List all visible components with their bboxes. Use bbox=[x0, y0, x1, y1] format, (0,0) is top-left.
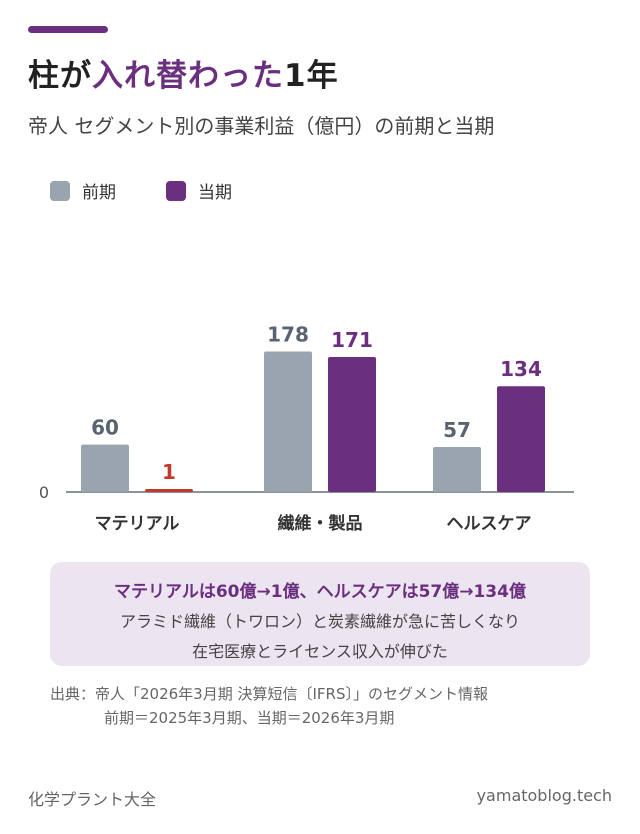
title-suffix: 1年 bbox=[284, 58, 339, 94]
bar-current bbox=[145, 489, 193, 492]
bar-current bbox=[497, 386, 545, 492]
callout-headline: マテリアルは60億→1億、ヘルスケアは57億→134億 bbox=[114, 582, 526, 602]
page-title: 柱が入れ替わった1年 bbox=[28, 50, 339, 95]
x-tick-label: ヘルスケア bbox=[447, 514, 532, 534]
page-subtitle: 帝人 セグメント別の事業利益（億円）の前期と当期 bbox=[28, 114, 495, 138]
bar-previous bbox=[81, 444, 129, 492]
callout-line-1: アラミド繊維（トワロン）と炭素繊維が急に苦しくなり bbox=[119, 612, 520, 631]
title-highlight: 入れ替わった bbox=[92, 58, 284, 94]
source-line-2: 前期＝2025年3月期、当期＝2026年3月期 bbox=[104, 709, 395, 727]
source-note: 出典：帝人「2026年3月期 決算短信〔IFRS〕」のセグメント情報 前期＝20… bbox=[50, 682, 488, 730]
legend-label-previous: 前期 bbox=[82, 183, 116, 203]
legend-item-previous: 前期 bbox=[50, 178, 116, 203]
bar-previous bbox=[264, 351, 312, 492]
data-label-previous: 60 bbox=[91, 416, 119, 440]
x-tick-label: マテリアル bbox=[95, 514, 180, 534]
x-tick-label: 繊維・製品 bbox=[278, 513, 363, 534]
bar-current bbox=[328, 357, 376, 492]
accent-bar bbox=[28, 26, 108, 33]
callout-box: マテリアルは60億→1億、ヘルスケアは57億→134億 アラミド繊維（トワロン）… bbox=[50, 562, 590, 666]
bar-previous bbox=[433, 447, 481, 492]
legend-swatch-current bbox=[166, 180, 186, 201]
footer-brand: 化学プラント大全 bbox=[28, 790, 157, 809]
source-line-1: 出典：帝人「2026年3月期 決算短信〔IFRS〕」のセグメント情報 bbox=[50, 685, 488, 703]
data-label-current: 1 bbox=[162, 460, 176, 484]
callout-line-2: 在宅医療とライセンス収入が伸びた bbox=[192, 642, 448, 661]
y-tick-label: 0 bbox=[39, 483, 49, 502]
data-label-current: 134 bbox=[500, 357, 542, 381]
title-prefix: 柱が bbox=[28, 58, 92, 94]
bar-chart: 0 60 1 マテリアル 178 171 繊維・製品 57 134 ヘルスケア bbox=[39, 322, 574, 534]
legend-label-current: 当期 bbox=[198, 183, 232, 203]
footer-url: yamatoblog.tech bbox=[476, 786, 612, 805]
legend-item-current: 当期 bbox=[166, 178, 232, 203]
data-label-current: 171 bbox=[331, 328, 373, 352]
data-label-previous: 57 bbox=[443, 418, 471, 442]
legend-swatch-previous bbox=[50, 180, 70, 201]
data-label-previous: 178 bbox=[267, 322, 309, 346]
chart-legend: 前期 当期 bbox=[50, 178, 232, 203]
